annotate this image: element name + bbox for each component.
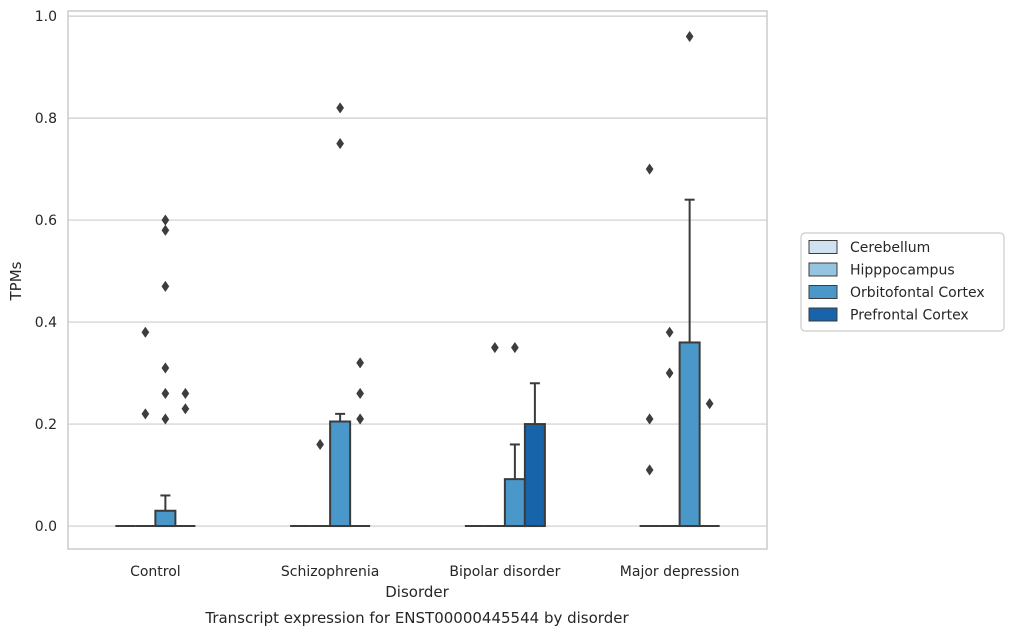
outlier-point xyxy=(336,137,345,150)
box xyxy=(523,423,546,528)
box-group xyxy=(503,341,526,528)
y-axis-label: TPMs xyxy=(7,261,25,301)
outlier-point xyxy=(490,341,499,354)
outlier-point xyxy=(141,326,150,338)
box-group xyxy=(523,382,546,528)
y-tick-label: 0.8 xyxy=(35,111,57,127)
outlier-point xyxy=(356,387,365,400)
outlier-point xyxy=(665,367,674,379)
x-tick-label: Bipolar disorder xyxy=(449,564,560,580)
y-tick-label: 0.4 xyxy=(35,315,57,331)
outlier-point xyxy=(645,413,654,425)
outlier-point xyxy=(161,280,170,293)
outlier-point xyxy=(161,413,170,425)
y-tick-label: 1.0 xyxy=(35,9,57,25)
legend-swatch xyxy=(808,262,838,277)
legend-label: Prefrontal Cortex xyxy=(850,308,969,324)
box xyxy=(678,341,701,528)
box-group xyxy=(484,341,505,528)
outlier-point xyxy=(161,362,170,374)
box-group xyxy=(175,387,196,528)
legend-label: Cerebellum xyxy=(850,240,930,256)
legend-swatch xyxy=(808,240,838,254)
box-group xyxy=(350,357,371,528)
outlier-point xyxy=(510,341,519,354)
outlier-point xyxy=(181,403,190,415)
box xyxy=(329,420,352,528)
outlier-point xyxy=(665,326,674,338)
box-group xyxy=(639,163,660,528)
boxes-layer xyxy=(115,30,720,528)
legend-frame xyxy=(800,232,1005,332)
outlier-point xyxy=(356,413,365,425)
box xyxy=(503,478,526,528)
box-group xyxy=(329,102,352,528)
box-group xyxy=(154,214,177,528)
y-tick-labels: 0.0 0.2 0.4 0.6 0.8 1.0 xyxy=(35,9,57,535)
legend-swatch xyxy=(808,285,838,299)
box-group xyxy=(659,326,680,528)
box-group xyxy=(678,30,701,528)
outlier-point xyxy=(645,464,654,476)
box xyxy=(154,509,177,528)
legend-label: Hipppocampus xyxy=(850,263,955,279)
x-tick-label: Control xyxy=(130,564,181,580)
x-tick-label: Major depression xyxy=(620,564,740,580)
x-tick-labels: Control Schizophrenia Bipolar disorder Majo… xyxy=(130,564,739,580)
outlier-point xyxy=(645,163,654,175)
y-tick-label: 0.2 xyxy=(35,417,57,433)
y-tick-label: 0.6 xyxy=(35,213,57,229)
legend-label: Orbitofontal Cortex xyxy=(850,285,985,301)
outlier-point xyxy=(161,224,170,236)
outlier-point xyxy=(705,398,714,410)
legend: Cerebellum Hipppocampus Orbitofontal Corte… xyxy=(800,232,1005,332)
outlier-point xyxy=(161,387,170,400)
outlier-point xyxy=(316,438,325,451)
x-tick-label: Schizophrenia xyxy=(281,564,379,580)
outlier-point xyxy=(181,387,190,400)
figure-caption: Transcript expression for ENST0000044554… xyxy=(204,609,629,627)
outlier-point xyxy=(336,102,345,114)
plot-frame xyxy=(67,10,768,550)
outlier-point xyxy=(685,30,694,43)
box-group xyxy=(699,398,720,528)
outlier-point xyxy=(141,408,150,420)
box-group xyxy=(135,326,156,528)
box-group xyxy=(310,438,331,528)
x-axis-label: Disorder xyxy=(385,583,449,601)
y-tick-label: 0.0 xyxy=(35,519,57,535)
outlier-point xyxy=(356,357,365,369)
legend-swatch xyxy=(808,307,838,322)
